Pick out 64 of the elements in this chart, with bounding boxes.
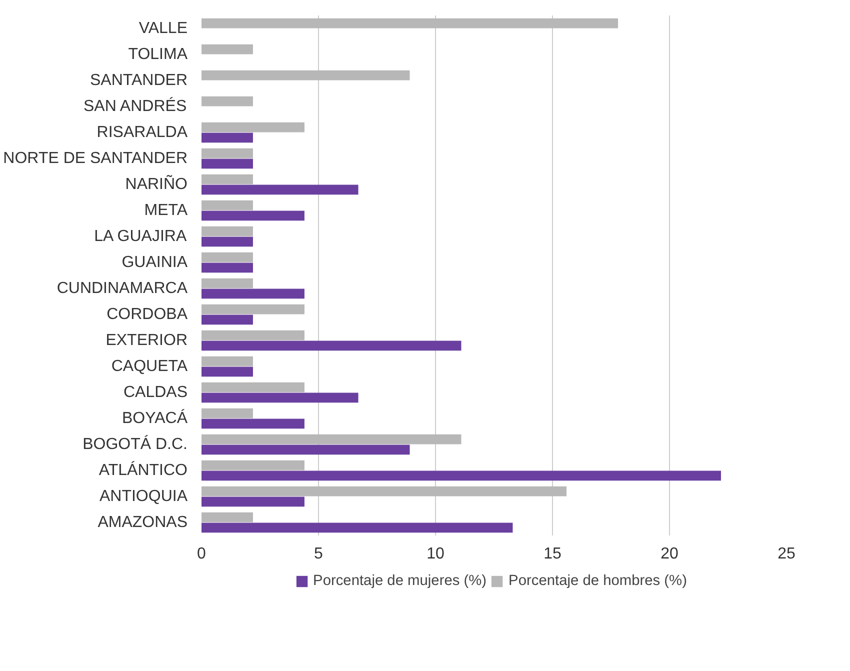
bar (202, 122, 304, 132)
y-tick-label: CUNDINAMARCA (56, 280, 188, 297)
x-tick-label: 10 (426, 546, 444, 562)
bar (202, 418, 304, 429)
x-tick-label: 5 (314, 546, 324, 562)
bar (202, 288, 304, 299)
y-tick-label: SAN ANDRÉS (83, 97, 187, 115)
x-tick-label: 0 (197, 546, 206, 562)
x-tick-label: 20 (660, 546, 678, 562)
y-tick-label: CALDAS (123, 384, 188, 401)
bar (202, 262, 253, 273)
bar (202, 278, 253, 288)
y-tick-label: TOLIMA (128, 46, 188, 63)
y-tick-label: META (144, 202, 188, 219)
legend-label: Porcentaje de hombres (%) (508, 573, 687, 589)
bar (202, 408, 253, 418)
bar (202, 314, 253, 325)
bar (202, 174, 253, 184)
y-tick-label: BOGOTÁ D.C. (82, 435, 188, 453)
legend-label: Porcentaje de mujeres (%) (313, 573, 487, 589)
bar (202, 96, 253, 106)
bar (202, 252, 253, 262)
y-tick-label: CAQUETA (111, 358, 188, 375)
bar (202, 44, 253, 54)
bar (202, 496, 304, 507)
y-tick-label: EXTERIOR (106, 332, 188, 349)
y-tick-label: GUAINIA (122, 254, 188, 271)
y-tick-label: SANTANDER (90, 72, 188, 89)
bar (202, 366, 253, 377)
y-tick-label: ANTIOQUIA (99, 488, 188, 505)
y-tick-label: RISARALDA (96, 124, 188, 141)
bar (202, 200, 253, 210)
x-tick-label: 15 (544, 546, 562, 562)
y-tick-label: AMAZONAS (98, 514, 188, 531)
bar (202, 210, 304, 221)
bar (202, 434, 462, 444)
bar (202, 392, 358, 403)
bar (202, 132, 253, 143)
bar (202, 486, 567, 496)
bar (202, 522, 513, 533)
bar (202, 236, 253, 247)
y-tick-label: LA GUAJIRA (94, 228, 187, 245)
bar (202, 470, 721, 481)
bar (202, 226, 253, 236)
y-tick-label: NARIÑO (125, 174, 188, 193)
y-tick-label: NORTE DE SANTANDER (3, 150, 188, 167)
bar (202, 148, 253, 158)
bar (202, 184, 358, 195)
bar (202, 356, 253, 366)
y-tick-label: BOYACÁ (122, 409, 188, 427)
bar (202, 158, 253, 169)
bar (202, 512, 253, 522)
y-tick-label: VALLE (138, 20, 188, 37)
bar (202, 340, 462, 351)
bar (202, 304, 304, 314)
bar (202, 18, 618, 28)
x-tick-label: 25 (778, 546, 796, 562)
y-tick-label: ATLÁNTICO (98, 461, 188, 479)
bar (202, 460, 304, 470)
bar (202, 444, 410, 455)
bar (202, 70, 410, 80)
bar (202, 382, 304, 392)
y-tick-label: CORDOBA (106, 306, 188, 323)
bar (202, 330, 304, 340)
